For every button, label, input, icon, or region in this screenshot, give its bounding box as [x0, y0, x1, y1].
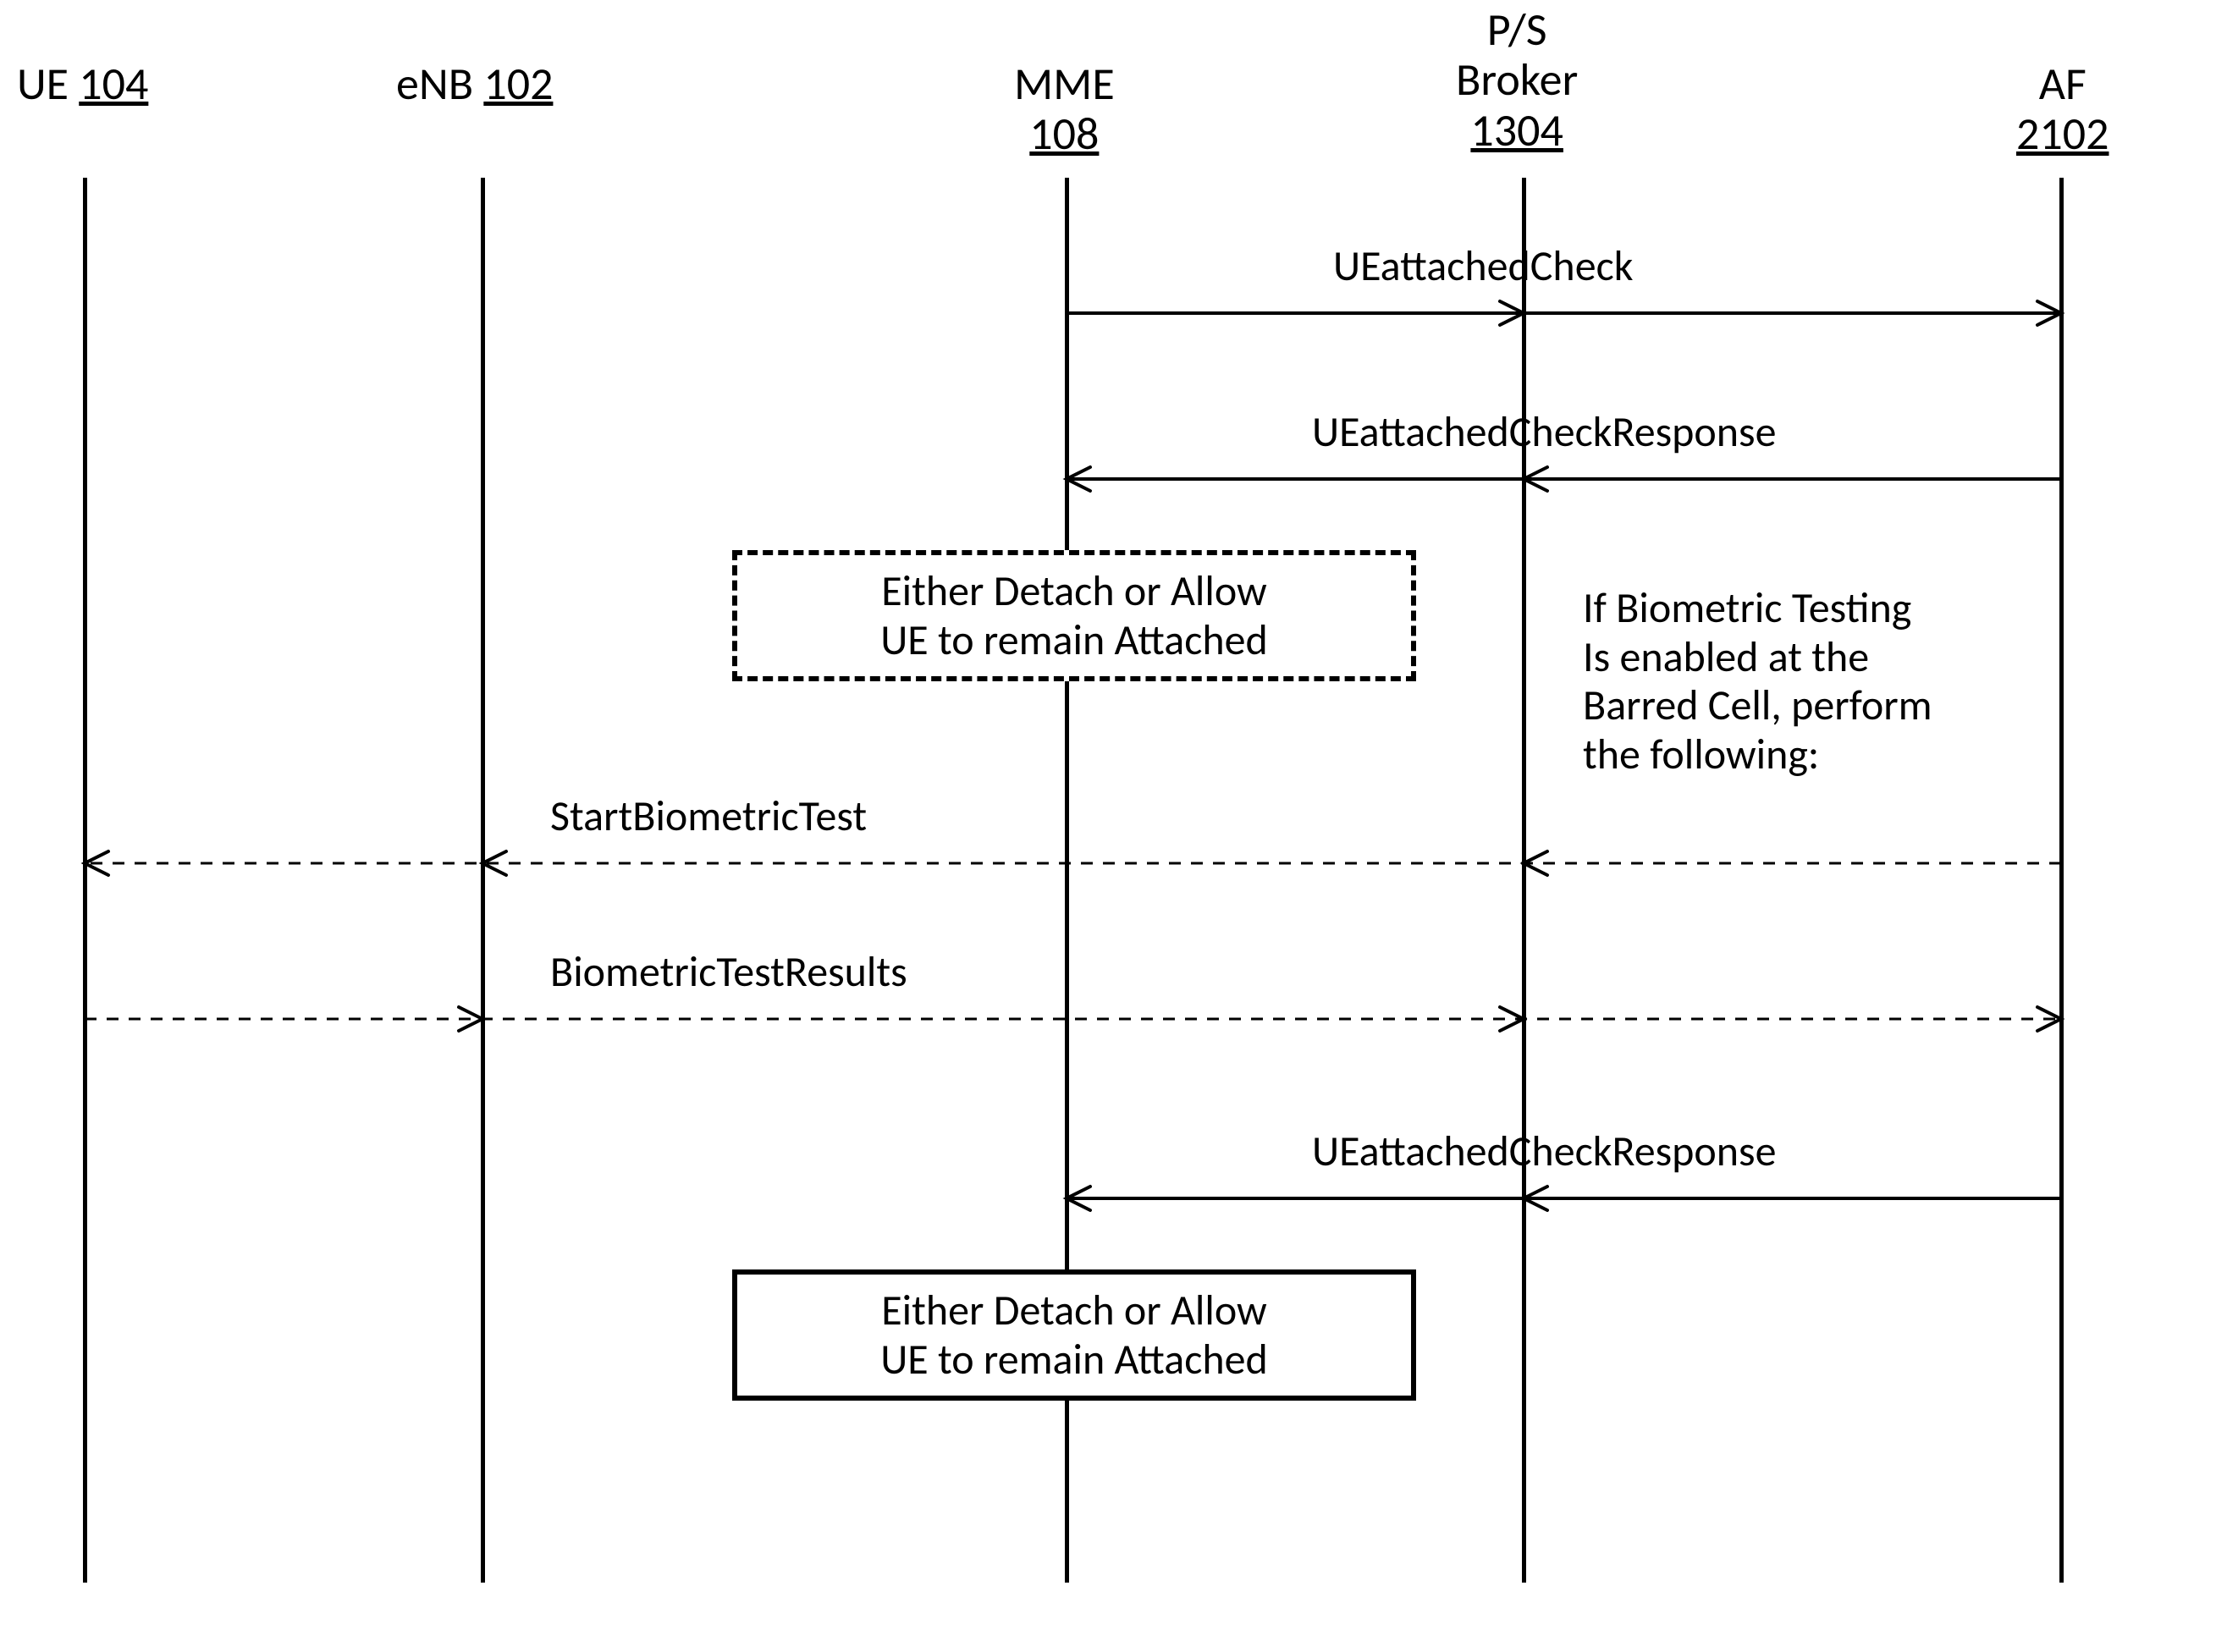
lifeline-header-mme: MME 108: [1014, 59, 1115, 160]
lifeline-name-1: P/S: [1456, 5, 1578, 55]
lifeline-number: 2102: [2016, 109, 2109, 159]
lifeline-name-2: Broker: [1456, 55, 1578, 105]
lifeline-header-enb: eNB 102: [396, 59, 553, 109]
msg-label-ueattachedcheckresponse1: UEattachedCheckResponse: [1312, 406, 1777, 458]
note-detach-or-allow-1: Either Detach or Allow UE to remain Atta…: [732, 550, 1416, 681]
side-note-biometric: If Biometric Testing Is enabled at the B…: [1583, 584, 1932, 779]
msg-label-ueattachedcheck: UEattachedCheck: [1333, 240, 1633, 292]
lifeline-enb: [481, 178, 485, 1583]
side-note-line: Is enabled at the: [1583, 633, 1932, 682]
side-note-line: If Biometric Testing: [1583, 584, 1932, 633]
msg-label-biometrictestresults: BiometricTestResults: [550, 946, 907, 998]
note-detach-or-allow-2: Either Detach or Allow UE to remain Atta…: [732, 1269, 1416, 1401]
lifeline-name: eNB: [396, 56, 473, 112]
note-line: UE to remain Attached: [761, 616, 1387, 665]
lifeline-header-broker: P/S Broker 1304: [1456, 5, 1578, 156]
note-line: UE to remain Attached: [761, 1335, 1387, 1385]
arrows-layer: [0, 0, 2216, 1652]
note-line: Either Detach or Allow: [761, 1286, 1387, 1335]
lifeline-number: 108: [1014, 109, 1115, 159]
lifeline-number: 104: [79, 56, 148, 112]
lifeline-header-ue: UE 104: [17, 59, 148, 109]
lifeline-name: AF: [2016, 59, 2109, 109]
side-note-line: Barred Cell, perform: [1583, 681, 1932, 730]
lifeline-name: MME: [1014, 59, 1115, 109]
side-note-line: the following:: [1583, 730, 1932, 779]
lifeline-broker: [1522, 178, 1526, 1583]
lifeline-ue: [83, 178, 87, 1583]
sequence-diagram: UE 104 eNB 102 MME 108 P/S Broker 1304 A…: [0, 0, 2216, 1652]
msg-label-ueattachedcheckresponse2: UEattachedCheckResponse: [1312, 1126, 1777, 1177]
msg-label-startbiometrictest: StartBiometricTest: [550, 790, 867, 842]
lifeline-name: UE: [17, 56, 69, 112]
note-line: Either Detach or Allow: [761, 567, 1387, 616]
lifeline-number: 102: [483, 56, 553, 112]
lifeline-header-af: AF 2102: [2016, 59, 2109, 160]
lifeline-number: 1304: [1456, 106, 1578, 156]
lifeline-af: [2059, 178, 2064, 1583]
